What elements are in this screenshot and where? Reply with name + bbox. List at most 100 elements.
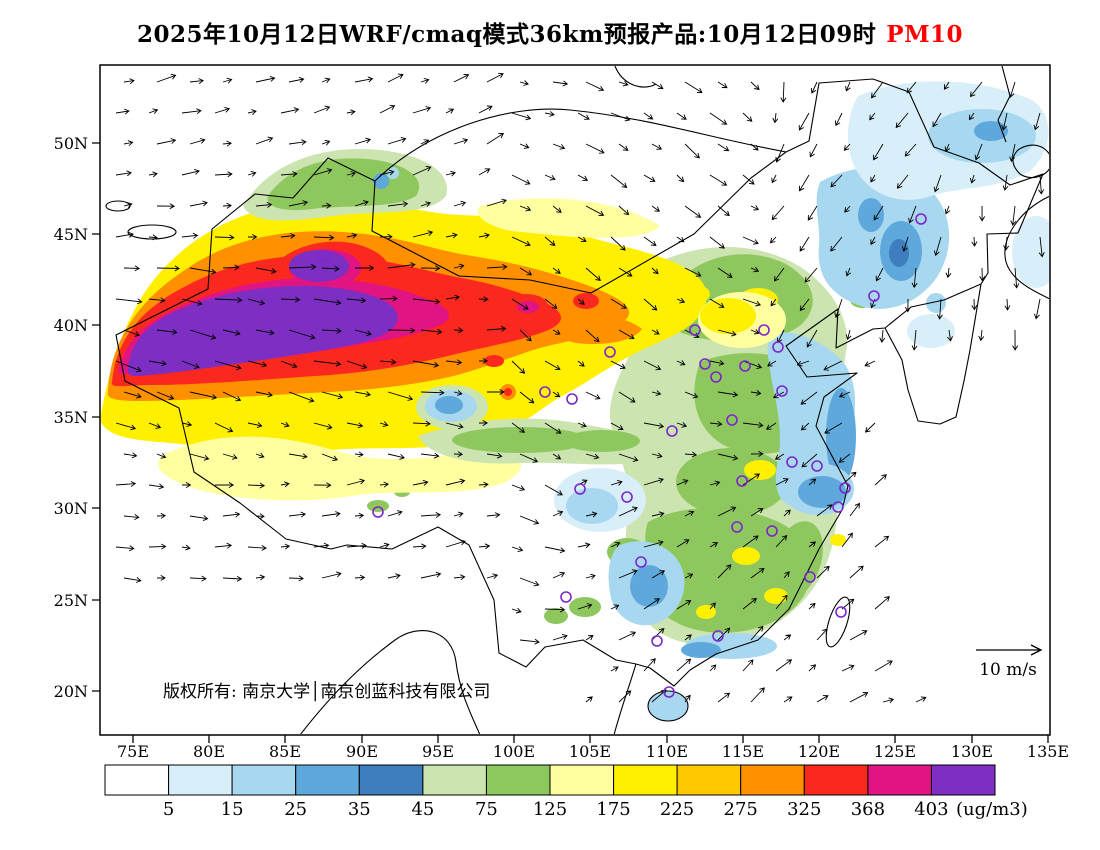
colorbar-level-label: 325 bbox=[787, 799, 821, 820]
x-tick-marks bbox=[132, 735, 1049, 743]
contour-yellow-ncp bbox=[700, 298, 756, 334]
colorbar-cell bbox=[168, 764, 233, 796]
colorbar-cell bbox=[613, 764, 678, 796]
y-tick-label: 20N bbox=[54, 682, 88, 701]
y-tick-label: 50N bbox=[54, 134, 88, 153]
contour-paleblue-korea bbox=[907, 314, 955, 348]
colorbar-cell bbox=[740, 764, 805, 796]
station-marker bbox=[651, 635, 663, 647]
contour-blue-ne-spot bbox=[858, 198, 884, 232]
colorbar-cell bbox=[930, 764, 996, 796]
contour-green-spot bbox=[544, 608, 568, 624]
station-marker bbox=[786, 456, 798, 468]
station-marker bbox=[739, 360, 751, 372]
wind-reference-legend: 10 m/s bbox=[976, 644, 1043, 680]
station-marker bbox=[772, 341, 784, 353]
station-marker bbox=[604, 346, 616, 358]
y-axis: 50N 45N 40N 35N 30N 25N 20N bbox=[54, 134, 100, 701]
station-marker bbox=[566, 393, 578, 405]
station-marker bbox=[839, 482, 851, 494]
station-marker bbox=[372, 506, 384, 518]
x-tick-label: 85E bbox=[269, 742, 301, 761]
colorbar-cell bbox=[549, 764, 615, 796]
x-tick-label: 105E bbox=[569, 742, 611, 761]
contour-blue-altai-spot bbox=[373, 173, 389, 189]
contour-blue-delta-core bbox=[798, 476, 846, 508]
y-tick-label: 45N bbox=[54, 225, 88, 244]
y-tick-label: 40N bbox=[54, 316, 88, 335]
contour-paleyellow-tibet bbox=[158, 436, 521, 501]
station-marker bbox=[663, 686, 675, 698]
korea-coast-line bbox=[884, 283, 982, 425]
lake-baikal-outline bbox=[614, 66, 657, 88]
contour-yellow-spot bbox=[830, 534, 846, 546]
contour-green-central bbox=[676, 448, 788, 516]
station-marker bbox=[699, 358, 711, 370]
map-layers: 版权所有: 南京大学│南京创蓝科技有限公司 10 m/s bbox=[101, 66, 1049, 734]
southwest-coast-line bbox=[300, 630, 481, 734]
contour-purple-turpan-core bbox=[289, 250, 349, 282]
colorbar-level-label: 175 bbox=[596, 799, 630, 820]
contour-blue-guizhou-core bbox=[630, 565, 668, 607]
lake-balkhash-outline bbox=[127, 224, 177, 240]
station-marker bbox=[868, 290, 880, 302]
x-tick-label: 80E bbox=[193, 742, 225, 761]
figure-title-pollutant: PM10 bbox=[886, 21, 964, 48]
sakhalin-coast-line bbox=[997, 66, 1011, 143]
station-marker bbox=[666, 425, 678, 437]
station-marker bbox=[318, 250, 330, 262]
station-marker bbox=[710, 371, 722, 383]
x-tick-label: 100E bbox=[493, 742, 535, 761]
station-marker bbox=[915, 213, 927, 225]
x-tick-label: 90E bbox=[346, 742, 378, 761]
contour-red-spot bbox=[573, 293, 599, 309]
colorbar-level-label: 125 bbox=[533, 799, 567, 820]
x-tick-label: 125E bbox=[874, 742, 916, 761]
colorbar-level-label: 45 bbox=[411, 799, 434, 820]
coastlines-and-borders bbox=[105, 66, 1049, 734]
contour-yellow-spot bbox=[732, 547, 760, 565]
y-tick-label: 35N bbox=[54, 408, 88, 427]
colorbar-level-label: 368 bbox=[851, 799, 885, 820]
taiwan-island-outline bbox=[825, 596, 851, 648]
colorbar-level-label: 75 bbox=[475, 799, 498, 820]
contour-blue-southcoast-core bbox=[681, 642, 721, 658]
station-marker bbox=[736, 475, 748, 487]
contour-green-gansu bbox=[564, 430, 640, 452]
x-axis: 75E 80E 85E 90E 95E 100E 105E 110E 115E … bbox=[117, 735, 1069, 761]
contour-green-fujian bbox=[771, 521, 823, 599]
contour-yellow-spot bbox=[696, 605, 716, 619]
y-tick-label: 30N bbox=[54, 499, 88, 518]
station-marker bbox=[635, 556, 647, 568]
station-marker bbox=[574, 483, 586, 495]
station-marker bbox=[621, 491, 633, 503]
contour-magenta-spot bbox=[517, 301, 539, 313]
station-marker bbox=[712, 630, 724, 642]
honshu-coast-line bbox=[1004, 195, 1049, 300]
contour-yellow-spot bbox=[744, 460, 776, 480]
contour-green-qinghai bbox=[452, 427, 588, 453]
colorbar-level-label: 225 bbox=[660, 799, 694, 820]
colorbar-level-label: 15 bbox=[221, 799, 244, 820]
colorbar-cell bbox=[676, 764, 742, 796]
station-marker bbox=[689, 324, 701, 336]
colorbar-cell bbox=[231, 764, 297, 796]
station-marker bbox=[832, 501, 844, 513]
wind-reference-label: 10 m/s bbox=[979, 660, 1037, 680]
colorbar-cell bbox=[803, 764, 869, 796]
contour-paleyellow-mongolia bbox=[477, 198, 660, 238]
china-border-coast-line bbox=[115, 78, 1044, 687]
colorbar: 5 15 25 35 45 75 125 175 225 275 325 368… bbox=[104, 764, 1028, 820]
pm10-filled-contours bbox=[101, 81, 1049, 659]
figure-title-text: 2025年10月12日WRF/cmaq模式36km预报产品:10月12日09时 bbox=[136, 21, 877, 48]
station-marker bbox=[811, 460, 823, 472]
station-marker bbox=[539, 386, 551, 398]
colorbar-cell bbox=[867, 764, 933, 796]
wind-reference-arrow-icon bbox=[976, 644, 1043, 656]
colorbar-level-label: 275 bbox=[724, 799, 758, 820]
wind-vectors bbox=[115, 72, 1045, 704]
station-marker bbox=[560, 591, 572, 603]
colorbar-cell bbox=[104, 764, 170, 796]
station-marker bbox=[726, 414, 738, 426]
